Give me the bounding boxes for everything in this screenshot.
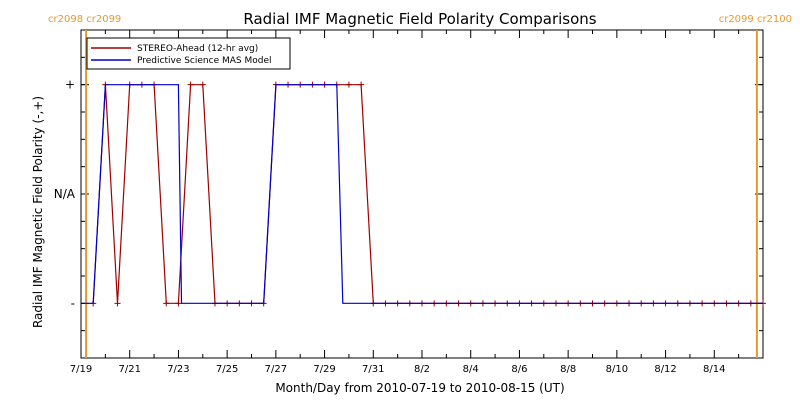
series-line-stereo [92, 84, 763, 304]
stereo-data-point [114, 300, 121, 307]
chart-title: Radial IMF Magnetic Field Polarity Compa… [243, 10, 596, 28]
series-layer [83, 81, 766, 307]
x-tick-label: 8/10 [606, 364, 628, 375]
x-tick-label: 8/12 [654, 364, 676, 375]
y-tick-label: - [71, 296, 75, 310]
legend-label-stereo: STEREO-Ahead (12-hr avg) [137, 44, 258, 54]
x-tick-label: 8/14 [703, 364, 725, 375]
x-tick-label: 7/27 [265, 364, 287, 375]
legend: STEREO-Ahead (12-hr avg) Predictive Scie… [86, 37, 291, 70]
x-tick-label: 7/23 [167, 364, 189, 375]
x-tick-label: 8/8 [560, 364, 576, 375]
x-tick-label: 7/25 [216, 364, 238, 375]
stereo-data-point [175, 300, 182, 307]
stereo-data-point [187, 81, 194, 88]
stereo-data-point [199, 81, 206, 88]
x-tick-label: 7/19 [70, 364, 92, 375]
legend-box [86, 37, 291, 70]
y-tick-label: N/A [54, 187, 76, 201]
x-tick-label: 8/2 [414, 364, 430, 375]
legend-label-mas: Predictive Science MAS Model [137, 56, 272, 66]
series-line-mas [83, 84, 763, 304]
x-tick-label: 8/6 [511, 364, 527, 375]
x-axis-ticks: 7/19 7/21 7/23 7/25 7/27 7/29 7/31 8/2 8/4 8/6 8/8… [70, 30, 764, 375]
carrington-marker-label: cr2098 cr2099 [48, 14, 121, 25]
stereo-data-point [345, 81, 352, 88]
x-tick-label: 7/21 [118, 364, 140, 375]
x-tick-label: 7/31 [362, 364, 384, 375]
stereo-data-point [163, 300, 170, 307]
y-axis-label: Radial IMF Magnetic Field Polarity (-,+) [31, 96, 45, 328]
y-tick-label: + [65, 78, 75, 92]
x-axis-label: Month/Day from 2010-07-19 to 2010-08-15 … [275, 381, 564, 395]
stereo-data-point [358, 81, 365, 88]
x-tick-label: 8/4 [463, 364, 479, 375]
carrington-marker-label: cr2099 cr2100 [719, 14, 792, 25]
x-tick-label: 7/29 [313, 364, 335, 375]
plot-frame [80, 29, 764, 359]
